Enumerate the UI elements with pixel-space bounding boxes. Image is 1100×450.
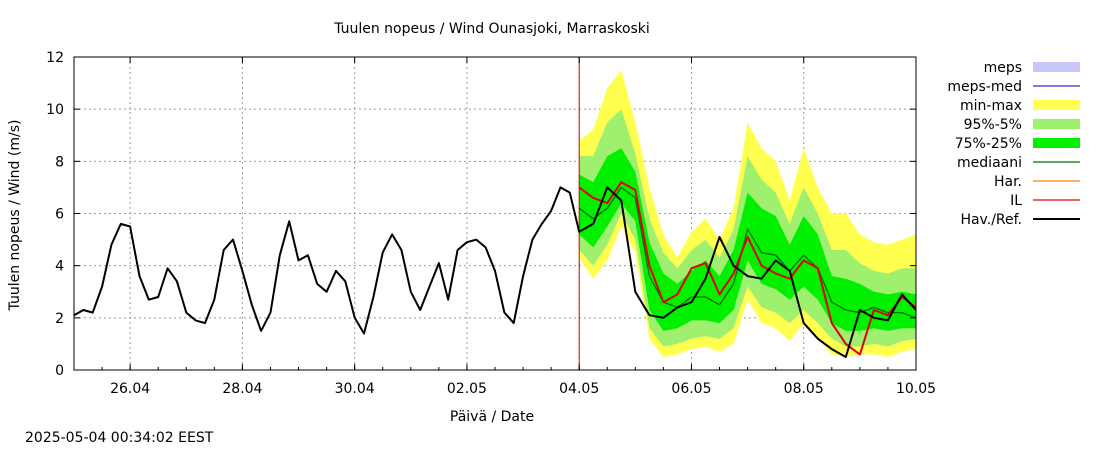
legend-label-meps_med: meps-med [947, 79, 1022, 95]
x-tick-label: 02.05 [447, 381, 487, 397]
legend-swatch-meps [1033, 62, 1080, 72]
y-axis-label: Tuulen nopeus / Wind (m/s) [7, 120, 23, 312]
x-axis-label: Päivä / Date [450, 409, 534, 425]
legend-label-p95_5: 95%-5% [964, 117, 1022, 133]
generated-timestamp: 2025-05-04 00:34:02 EEST [25, 430, 214, 446]
series-il [578, 181, 917, 356]
legend-label-har: Har. [994, 174, 1022, 190]
x-tick-label: 04.05 [559, 381, 599, 397]
series-lines [73, 57, 917, 370]
chart-title: Tuulen nopeus / Wind Ounasjoki, Marrasko… [333, 21, 650, 37]
y-tick-label: 2 [55, 311, 64, 327]
y-tick-label: 6 [55, 207, 64, 223]
y-tick-label: 0 [55, 363, 64, 379]
legend-label-hav: Hav./Ref. [960, 212, 1022, 228]
legend-label-min_max: min-max [960, 98, 1022, 114]
y-tick-label: 4 [55, 259, 64, 275]
x-tick-label: 08.05 [784, 381, 824, 397]
legend-label-meps: meps [984, 60, 1022, 76]
x-tick-label: 30.04 [335, 381, 375, 397]
y-tick-label: 12 [46, 50, 64, 66]
legend-swatch-p95_5 [1033, 119, 1080, 129]
axes: 0 2 4 6 8 10 12 26.04 28.04 30.04 02.05 04.05 06.05 0… [46, 50, 936, 397]
series-hav [73, 186, 917, 358]
legend-label-il: IL [1010, 193, 1022, 209]
legend-swatch-min_max [1033, 100, 1080, 110]
x-tick-label: 26.04 [110, 381, 150, 397]
legend-swatch-p75_25 [1033, 138, 1080, 148]
y-tick-label: 8 [55, 154, 64, 170]
plot-frame [73, 56, 917, 371]
legend-label-p75_25: 75%-25% [955, 136, 1022, 152]
x-tick-label: 28.04 [222, 381, 262, 397]
x-tick-label: 10.05 [896, 381, 936, 397]
x-tick-label: 06.05 [671, 381, 711, 397]
legend-label-mediaani: mediaani [957, 155, 1022, 171]
y-tick-label: 10 [46, 102, 64, 118]
legend: meps meps-med min-max 95%-5% 75%-25% mediaani… [947, 60, 1080, 228]
grid [74, 57, 916, 370]
